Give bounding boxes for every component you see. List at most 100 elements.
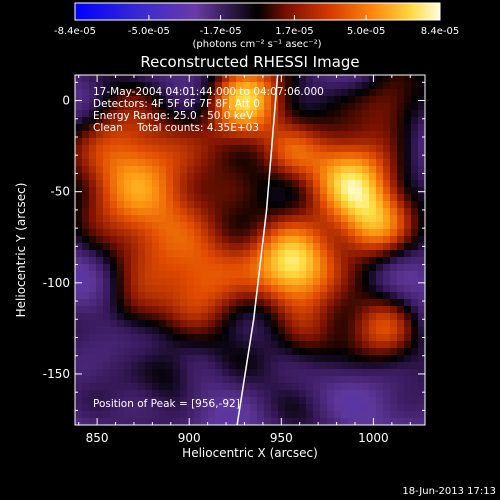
heatmap-cell <box>117 411 125 419</box>
heatmap-cell <box>411 243 419 251</box>
heatmap-cell <box>320 145 328 153</box>
heatmap-cell <box>152 208 160 216</box>
heatmap-cell <box>180 75 188 83</box>
heatmap-cell <box>348 187 356 195</box>
heatmap-cell <box>341 117 349 125</box>
heatmap-cell <box>180 173 188 181</box>
heatmap-cell <box>215 180 223 188</box>
heatmap-cell <box>222 89 230 97</box>
heatmap-cell <box>173 341 181 349</box>
heatmap-cell <box>89 306 97 314</box>
heatmap-cell <box>411 320 419 328</box>
heatmap-cell <box>96 320 104 328</box>
heatmap-cell <box>250 292 258 300</box>
heatmap-cell <box>257 355 265 363</box>
heatmap-cell <box>103 320 111 328</box>
heatmap-cell <box>313 75 321 83</box>
heatmap-cell <box>131 138 139 146</box>
heatmap-cell <box>404 215 412 223</box>
heatmap-cell <box>355 334 363 342</box>
heatmap-cell <box>117 390 125 398</box>
heatmap-cell <box>285 376 293 384</box>
heatmap-cell <box>96 285 104 293</box>
heatmap-cell <box>180 285 188 293</box>
heatmap-cell <box>292 215 300 223</box>
heatmap-cell <box>194 355 202 363</box>
heatmap-cell <box>117 229 125 237</box>
heatmap-cell <box>278 320 286 328</box>
heatmap-cell <box>278 180 286 188</box>
heatmap-cell <box>166 124 174 132</box>
heatmap-cell <box>89 327 97 335</box>
heatmap-cell <box>404 173 412 181</box>
heatmap-cell <box>271 397 279 405</box>
heatmap-cell <box>152 362 160 370</box>
heatmap-cell <box>75 292 83 300</box>
heatmap-cell <box>194 180 202 188</box>
heatmap-cell <box>264 411 272 419</box>
heatmap-cell <box>334 124 342 132</box>
heatmap-cell <box>320 327 328 335</box>
heatmap-cell <box>411 341 419 349</box>
heatmap-cell <box>411 124 419 132</box>
heatmap-cell <box>187 75 195 83</box>
heatmap-cell <box>390 341 398 349</box>
heatmap-cell <box>236 271 244 279</box>
heatmap-cell <box>278 264 286 272</box>
heatmap-cell <box>355 292 363 300</box>
heatmap-cell <box>355 243 363 251</box>
heatmap-cell <box>299 82 307 90</box>
heatmap-cell <box>334 306 342 314</box>
heatmap-cell <box>96 362 104 370</box>
heatmap-cell <box>341 89 349 97</box>
heatmap-cell <box>362 285 370 293</box>
heatmap-cell <box>397 271 405 279</box>
heatmap-cell <box>418 180 425 188</box>
heatmap-cell <box>236 264 244 272</box>
heatmap-cell <box>124 327 132 335</box>
heatmap-cell <box>96 159 104 167</box>
heatmap-cell <box>292 124 300 132</box>
heatmap-cell <box>285 348 293 356</box>
heatmap-cell <box>89 250 97 258</box>
heatmap-cell <box>75 278 83 286</box>
heatmap-cell <box>82 397 90 405</box>
heatmap-cell <box>320 96 328 104</box>
heatmap-cell <box>299 229 307 237</box>
heatmap-cell <box>215 404 223 412</box>
heatmap-cell <box>124 411 132 419</box>
heatmap-cell <box>257 376 265 384</box>
heatmap-cell <box>355 411 363 419</box>
heatmap-cell <box>313 187 321 195</box>
heatmap-cell <box>264 292 272 300</box>
heatmap-cell <box>131 341 139 349</box>
x-axis-label: Heliocentric X (arcsec) <box>182 446 318 460</box>
heatmap-cell <box>264 320 272 328</box>
heatmap-cell <box>222 75 230 83</box>
heatmap-cell <box>243 89 251 97</box>
heatmap-cell <box>82 390 90 398</box>
heatmap-cell <box>285 404 293 412</box>
heatmap-cell <box>96 187 104 195</box>
heatmap-cell <box>236 250 244 258</box>
heatmap-cell <box>117 201 125 209</box>
heatmap-cell <box>348 376 356 384</box>
heatmap-cell <box>215 236 223 244</box>
heatmap-cell <box>215 327 223 335</box>
heatmap-cell <box>299 306 307 314</box>
heatmap-cell <box>173 236 181 244</box>
heatmap-cell <box>117 159 125 167</box>
heatmap-cell <box>215 159 223 167</box>
heatmap-cell <box>376 278 384 286</box>
heatmap-cell <box>299 159 307 167</box>
heatmap-cell <box>180 131 188 139</box>
heatmap-cell <box>166 278 174 286</box>
heatmap-cell <box>180 306 188 314</box>
heatmap-cell <box>82 138 90 146</box>
heatmap-cell <box>348 145 356 153</box>
heatmap-cell <box>243 292 251 300</box>
heatmap-cell <box>285 320 293 328</box>
heatmap-cell <box>411 145 419 153</box>
heatmap-cell <box>117 208 125 216</box>
heatmap-cell <box>173 159 181 167</box>
